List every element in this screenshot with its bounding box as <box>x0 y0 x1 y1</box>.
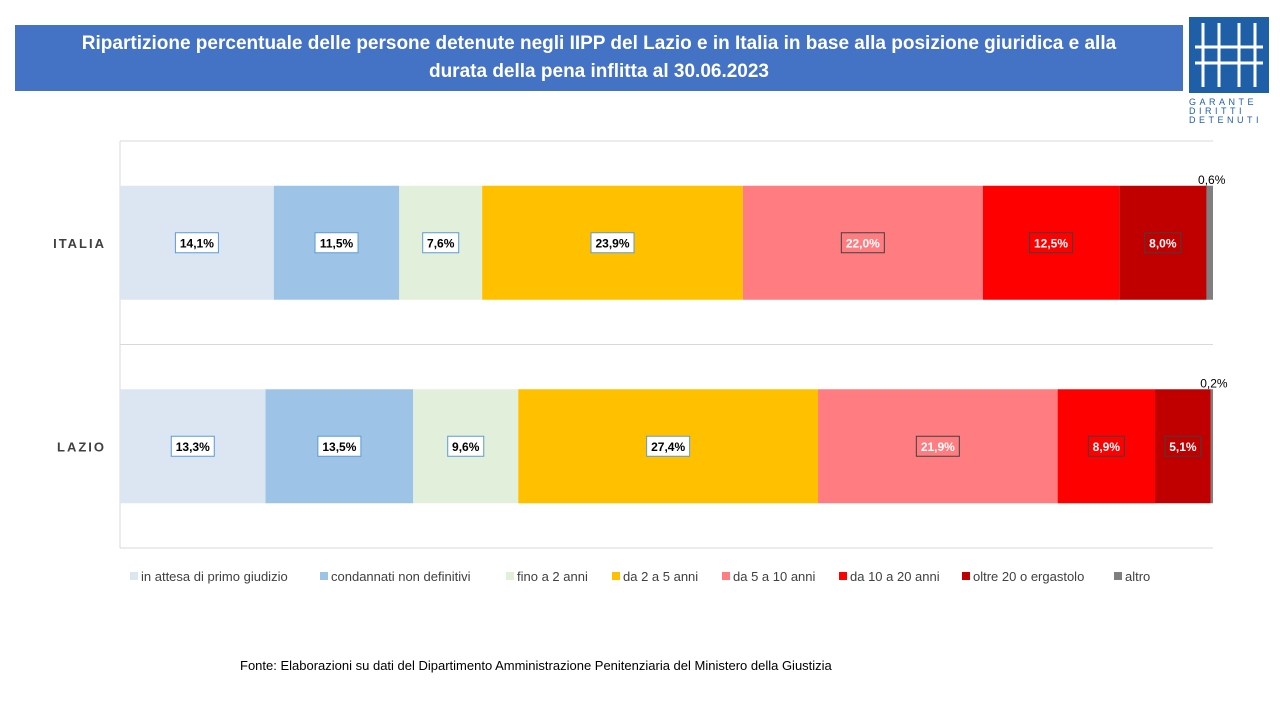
data-label-box-lazio-da-5-a-10-anni <box>915 435 960 457</box>
data-label-lazio-fino-a-2-anni: 9,6% <box>452 440 480 454</box>
data-label-lazio-in-attesa-di-primo-giudizio: 13,3% <box>176 440 210 454</box>
legend-swatch-condannati-non-definitivi <box>320 572 328 580</box>
data-label-italia-oltre-20-o-ergastolo: 8,0% <box>1149 236 1177 250</box>
data-label-box-italia-condannati-non-definitivi <box>314 232 359 254</box>
chart-title-line2: durata della pena inflitta al 30.06.2023 <box>428 61 770 82</box>
data-label-box-lazio-oltre-20-o-ergastolo <box>1164 435 1202 457</box>
logo-emblem <box>1189 17 1269 93</box>
data-label-box-lazio-da-2-a-5-anni <box>646 435 691 457</box>
data-label-box-italia-da-5-a-10-anni <box>840 232 885 254</box>
category-label-lazio: LAZIO <box>57 439 106 454</box>
data-label-italia-da-10-a-20-anni: 12,5% <box>1034 236 1068 250</box>
logo-text-line3: DETENUTI <box>1189 115 1262 125</box>
legend-label-da-5-a-10-anni: da 5 a 10 anni <box>733 569 816 584</box>
data-label-italia-condannati-non-definitivi: 11,5% <box>320 236 354 250</box>
legend-swatch-da-2-a-5-anni <box>612 572 620 580</box>
data-label-box-lazio-da-10-a-20-anni <box>1087 435 1125 457</box>
data-label-lazio-da-2-a-5-anni: 27,4% <box>651 440 685 454</box>
legend-swatch-altro <box>1114 572 1122 580</box>
bar-italia-altro <box>1206 185 1213 300</box>
legend-label-altro: altro <box>1125 569 1150 584</box>
logo-text-line2: DIRITTI <box>1189 106 1245 116</box>
data-label-italia-da-5-a-10-anni: 22,0% <box>846 236 880 250</box>
legend-label-in-attesa-di-primo-giudizio: in attesa di primo giudizio <box>141 569 288 584</box>
data-label-italia-da-2-a-5-anni: 23,9% <box>595 236 629 250</box>
data-label-box-lazio-in-attesa-di-primo-giudizio <box>170 435 215 457</box>
data-label-box-italia-da-10-a-20-anni <box>1029 232 1074 254</box>
legend-swatch-da-5-a-10-anni <box>722 572 730 580</box>
bar-lazio-altro <box>1210 389 1213 504</box>
category-label-italia: ITALIA <box>53 236 106 251</box>
data-label-lazio-oltre-20-o-ergastolo: 5,1% <box>1169 440 1197 454</box>
data-label-box-lazio-fino-a-2-anni <box>447 435 485 457</box>
legend-label-da-2-a-5-anni: da 2 a 5 anni <box>623 569 698 584</box>
legend-label-oltre-20-o-ergastolo: oltre 20 o ergastolo <box>973 569 1084 584</box>
legend-label-da-10-a-20-anni: da 10 a 20 anni <box>850 569 940 584</box>
legend-label-fino-a-2-anni: fino a 2 anni <box>517 569 588 584</box>
legend-swatch-oltre-20-o-ergastolo <box>962 572 970 580</box>
data-label-box-italia-oltre-20-o-ergastolo <box>1144 232 1182 254</box>
data-label-lazio-altro: 0,2% <box>1200 376 1228 390</box>
data-label-italia-fino-a-2-anni: 7,6% <box>427 236 455 250</box>
legend-label-condannati-non-definitivi: condannati non definitivi <box>331 569 471 584</box>
source-note: Fonte: Elaborazioni su dati del Dipartim… <box>240 658 832 673</box>
data-label-lazio-da-5-a-10-anni: 21,9% <box>921 440 955 454</box>
data-label-italia-in-attesa-di-primo-giudizio: 14,1% <box>180 236 214 250</box>
data-label-lazio-condannati-non-definitivi: 13,5% <box>322 440 356 454</box>
legend-swatch-da-10-a-20-anni <box>839 572 847 580</box>
legend-swatch-in-attesa-di-primo-giudizio <box>130 572 138 580</box>
data-label-box-italia-fino-a-2-anni <box>422 232 460 254</box>
garante-logo: GARANTE DIRITTI DETENUTI <box>1189 17 1269 125</box>
logo-text-line1: GARANTE <box>1189 97 1258 107</box>
data-label-italia-altro: 0,6% <box>1198 173 1226 187</box>
chart-title: Ripartizione percentuale delle persone d… <box>15 25 1183 91</box>
data-label-lazio-da-10-a-20-anni: 8,9% <box>1093 440 1121 454</box>
data-label-box-lazio-condannati-non-definitivi <box>317 435 362 457</box>
data-label-box-italia-in-attesa-di-primo-giudizio <box>174 232 219 254</box>
data-label-box-italia-da-2-a-5-anni <box>590 232 635 254</box>
legend-swatch-fino-a-2-anni <box>506 572 514 580</box>
chart-title-line1: Ripartizione percentuale delle persone d… <box>81 33 1117 54</box>
